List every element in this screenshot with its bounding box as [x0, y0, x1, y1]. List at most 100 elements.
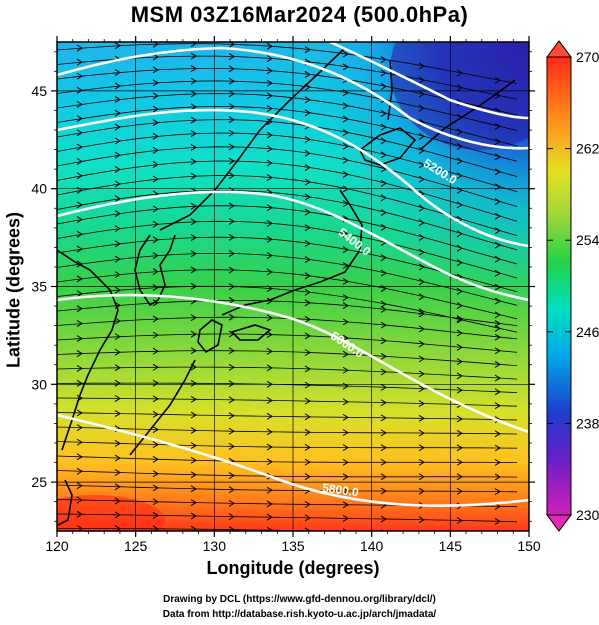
colorbar-tick-label: 246	[576, 324, 599, 340]
streamline-arrow	[456, 372, 463, 380]
streamline-arrow	[114, 82, 121, 90]
streamline-arrow	[114, 348, 121, 356]
streamline-arrow	[418, 233, 425, 241]
chart-title: MSM 03Z16Mar2024 (500.0hPa)	[130, 2, 469, 27]
streamline-arrow	[304, 149, 311, 157]
y-axis-label: Latitude (degrees)	[3, 211, 24, 369]
streamline-arrow	[152, 395, 159, 403]
streamline	[57, 350, 518, 366]
credit-data: Data from http://database.rish.kyoto-u.a…	[162, 609, 437, 620]
streamline-arrow	[266, 105, 273, 113]
streamline-arrow	[152, 441, 159, 449]
streamline-arrow	[152, 410, 159, 418]
streamline-arrow	[190, 330, 197, 338]
streamline-arrow	[266, 364, 273, 372]
streamline-arrow	[418, 370, 425, 378]
colorbar-tick-label: 254	[576, 232, 599, 248]
streamline-arrow	[418, 400, 425, 407]
streamline-arrow	[114, 69, 121, 76]
streamline-arrow	[342, 246, 349, 254]
streamline-arrow	[380, 352, 387, 360]
streamline-arrow	[304, 428, 311, 436]
streamline-arrow	[228, 116, 235, 124]
streamline-arrow	[304, 136, 311, 143]
streamline-arrow	[304, 365, 311, 373]
streamline-arrow	[266, 412, 273, 420]
streamline-arrow	[266, 513, 273, 521]
streamline-arrow	[494, 360, 501, 368]
streamline-arrow	[190, 250, 197, 258]
streamline-arrow	[380, 151, 387, 159]
streamline-arrow	[456, 343, 463, 351]
streamline-arrow	[380, 137, 387, 145]
streamline-arrow	[266, 118, 273, 126]
streamline-arrow	[418, 219, 425, 227]
streamline	[57, 132, 518, 192]
streamline-arrow	[418, 204, 425, 212]
streamline-arrow	[152, 119, 159, 127]
streamline-arrow	[380, 69, 387, 77]
streamline-arrow	[456, 517, 463, 524]
streamline-arrow	[380, 179, 387, 187]
streamline-arrow	[76, 172, 83, 180]
streamline-arrow	[76, 305, 83, 313]
streamline-arrow	[190, 512, 197, 520]
streamline-arrow	[456, 186, 463, 194]
streamline-arrow	[494, 325, 501, 332]
streamline-arrow	[418, 487, 425, 495]
streamline-arrow	[456, 143, 463, 150]
streamline-arrow	[266, 297, 273, 305]
x-axis-label: Longitude (degrees)	[206, 558, 380, 578]
x-tick-label: 125	[124, 538, 148, 554]
streamline-arrow	[190, 65, 197, 72]
streamline	[57, 455, 518, 463]
streamline-arrow	[342, 366, 349, 374]
streamline-arrow	[342, 89, 349, 97]
streamline-arrow	[380, 194, 387, 202]
streamline-arrow	[418, 161, 425, 169]
streamline-arrow	[380, 414, 387, 422]
colorbar-tick-label: 262	[576, 141, 599, 157]
streamline-arrow	[456, 358, 463, 366]
streamline-arrow	[418, 385, 425, 393]
streamline-arrow	[494, 347, 501, 355]
streamline-arrow	[342, 382, 349, 390]
streamline-arrow	[342, 444, 349, 452]
streamline-arrow	[380, 254, 387, 262]
coastline-kuril	[419, 79, 516, 151]
streamline-arrow	[494, 402, 501, 410]
streamline-arrow	[494, 311, 501, 319]
height-contours	[57, 42, 529, 508]
streamline-arrow	[266, 131, 273, 139]
streamline-arrow	[152, 236, 159, 244]
streamline-arrow	[494, 168, 501, 176]
contour-5000	[57, 46, 529, 150]
streamline-arrow	[494, 517, 501, 525]
streamline-arrow	[456, 287, 463, 295]
streamline-arrow	[304, 46, 311, 54]
streamline-arrow	[494, 488, 501, 496]
streamline	[57, 366, 518, 380]
streamline-arrow	[114, 454, 121, 462]
coastline-china	[57, 249, 119, 451]
streamline-arrow	[190, 103, 197, 111]
streamline-arrow	[418, 90, 425, 98]
streamline-arrow	[418, 325, 425, 333]
streamline-arrow	[152, 315, 159, 323]
streamline-arrow	[380, 399, 387, 407]
streamline-arrow	[342, 429, 349, 437]
coastline-taiwan	[57, 479, 73, 526]
streamline-arrow	[494, 297, 501, 305]
streamline-arrow	[342, 156, 349, 164]
streamline-arrow	[456, 201, 463, 209]
streamline-arrow	[190, 471, 197, 479]
streamline-arrow	[114, 195, 121, 203]
streamline-arrow	[380, 487, 387, 495]
streamline-arrow	[114, 225, 121, 233]
streamline-arrow	[494, 473, 501, 481]
streamline-arrow	[266, 235, 273, 243]
streamline	[57, 106, 518, 162]
streamline-arrow	[418, 263, 425, 271]
streamline-arrow	[228, 526, 235, 531]
